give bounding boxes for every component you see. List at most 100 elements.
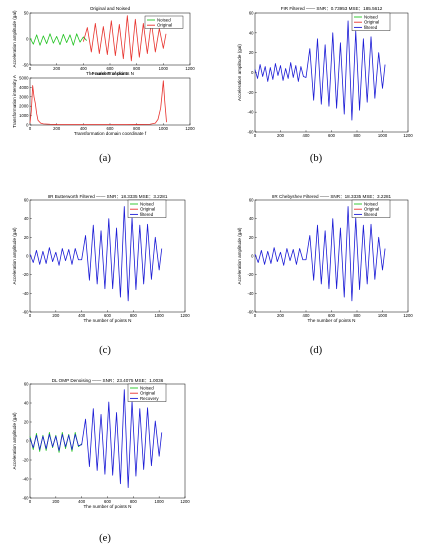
x-axis-label: Transformation domain coordinate f	[74, 131, 147, 136]
x-tick-label: 200	[277, 133, 285, 138]
y-axis-label: Acceleration amplitude (gal)	[237, 227, 242, 284]
y-axis-label: Acceleration amplitude (gal)	[12, 10, 17, 67]
chart-title: DL OMP Denoising —— SNR：23.4075 MSE：1.00…	[52, 378, 164, 383]
y-tick-label: 50	[24, 11, 29, 16]
x-tick-label: 400	[80, 66, 88, 71]
x-tick-label: 200	[52, 499, 60, 504]
y-axis-label: Acceleration amplitude (gal)	[12, 227, 17, 284]
y-tick-label: 40	[24, 216, 29, 221]
x-tick-label: 600	[107, 126, 115, 131]
series-filtered-line	[29, 206, 163, 302]
x-tick-label: 400	[78, 499, 86, 504]
x-axis-label: The number of points N	[83, 504, 131, 509]
x-tick-label: 1200	[403, 133, 413, 138]
x-tick-label: 1000	[159, 66, 169, 71]
x-tick-label: 800	[130, 313, 138, 318]
series-filtered-line	[254, 20, 386, 121]
x-tick-label: 1200	[185, 126, 195, 131]
y-tick-label: -20	[247, 272, 254, 277]
y-tick-label: 60	[24, 382, 29, 387]
legend-entry: filtered	[364, 25, 378, 30]
x-tick-label: 600	[104, 313, 112, 318]
y-tick-label: 0	[26, 254, 29, 259]
caption-c: (c)	[99, 345, 111, 356]
legend-entry: Original	[364, 20, 379, 25]
x-tick-label: 600	[104, 499, 112, 504]
x-tick-label: 200	[53, 126, 61, 131]
x-tick-label: 1000	[378, 133, 388, 138]
y-tick-label: 40	[24, 401, 29, 406]
x-tick-label: 1000	[155, 499, 165, 504]
y-tick-label: 20	[249, 50, 254, 55]
x-axis-label: The number of points N	[86, 71, 134, 76]
x-axis-label: The number of points N	[307, 318, 355, 323]
y-tick-label: -60	[247, 310, 254, 315]
x-tick-label: 400	[303, 133, 311, 138]
y-tick-label: 60	[249, 198, 254, 203]
y-tick-label: 0	[26, 123, 29, 128]
y-tick-label: 0	[26, 37, 29, 42]
y-tick-label: -40	[22, 291, 29, 296]
y-tick-label: 20	[24, 420, 29, 425]
x-tick-label: 800	[130, 499, 138, 504]
y-tick-label: -50	[22, 63, 29, 68]
legend-entry: Original	[140, 391, 155, 396]
chart-original-and-noised: Original and Noised 0 200 400 600 800 1000 1200…	[12, 6, 195, 76]
y-tick-label: -20	[22, 458, 29, 463]
chart-title: Fourier Transform	[92, 71, 129, 76]
series-line	[29, 80, 167, 125]
y-tick-label: 0	[26, 439, 29, 444]
y-tick-label: -20	[22, 272, 29, 277]
legend-entry: Original	[157, 23, 172, 28]
x-tick-label: 1000	[378, 313, 388, 318]
x-tick-label: 800	[354, 133, 362, 138]
y-tick-label: -60	[22, 496, 29, 501]
x-tick-label: 200	[53, 66, 61, 71]
caption-b: (b)	[310, 153, 323, 164]
y-tick-label: 20	[249, 235, 254, 240]
y-tick-label: 0	[251, 254, 254, 259]
x-tick-label: 0	[29, 499, 32, 504]
y-tick-label: 20	[24, 235, 29, 240]
x-tick-label: 1200	[180, 499, 190, 504]
y-tick-label: 60	[24, 198, 29, 203]
y-tick-label: -20	[247, 90, 254, 95]
y-tick-label: -40	[22, 477, 29, 482]
x-tick-label: 400	[80, 126, 88, 131]
x-tick-label: 1000	[159, 126, 169, 131]
x-tick-label: 800	[354, 313, 362, 318]
x-tick-label: 1200	[185, 66, 195, 71]
y-tick-label: -60	[247, 130, 254, 135]
series-recovery-line	[29, 389, 163, 488]
legend-entry: Noised	[140, 202, 154, 207]
x-tick-label: 200	[52, 313, 60, 318]
x-tick-label: 800	[133, 66, 141, 71]
x-tick-label: 1200	[403, 313, 413, 318]
x-tick-label: 0	[29, 126, 32, 131]
legend-entry: Noised	[140, 386, 154, 391]
y-tick-label: -40	[247, 110, 254, 115]
caption-d: (d)	[310, 345, 323, 356]
y-tick-label: -60	[22, 310, 29, 315]
x-tick-label: 1000	[155, 313, 165, 318]
legend-entry: filtered	[140, 212, 154, 217]
legend-entry: Noised	[157, 18, 171, 23]
x-tick-label: 1200	[180, 313, 190, 318]
x-tick-label: 200	[277, 313, 285, 318]
series-original-line	[82, 15, 167, 62]
legend-entry: Recovery	[140, 396, 159, 401]
x-tick-label: 0	[29, 313, 32, 318]
x-tick-label: 600	[107, 66, 115, 71]
chart-title: FIR Filtered —— SNR：0.73953 MSE：185.5612	[281, 6, 383, 11]
y-tick-label: 60	[249, 11, 254, 16]
chart-title: Original and Noised	[90, 6, 131, 11]
y-tick-label: 0	[251, 70, 254, 75]
x-tick-label: 800	[133, 126, 141, 131]
x-tick-label: 0	[254, 133, 257, 138]
legend-entry: Noised	[364, 15, 378, 20]
chart-iir-chebyshev: IIR Chebyshev Filtered —— SNR：18.3335 MS…	[237, 194, 413, 323]
x-tick-label: 600	[328, 313, 336, 318]
x-tick-label: 0	[254, 313, 257, 318]
y-tick-label: 2000	[19, 104, 29, 109]
